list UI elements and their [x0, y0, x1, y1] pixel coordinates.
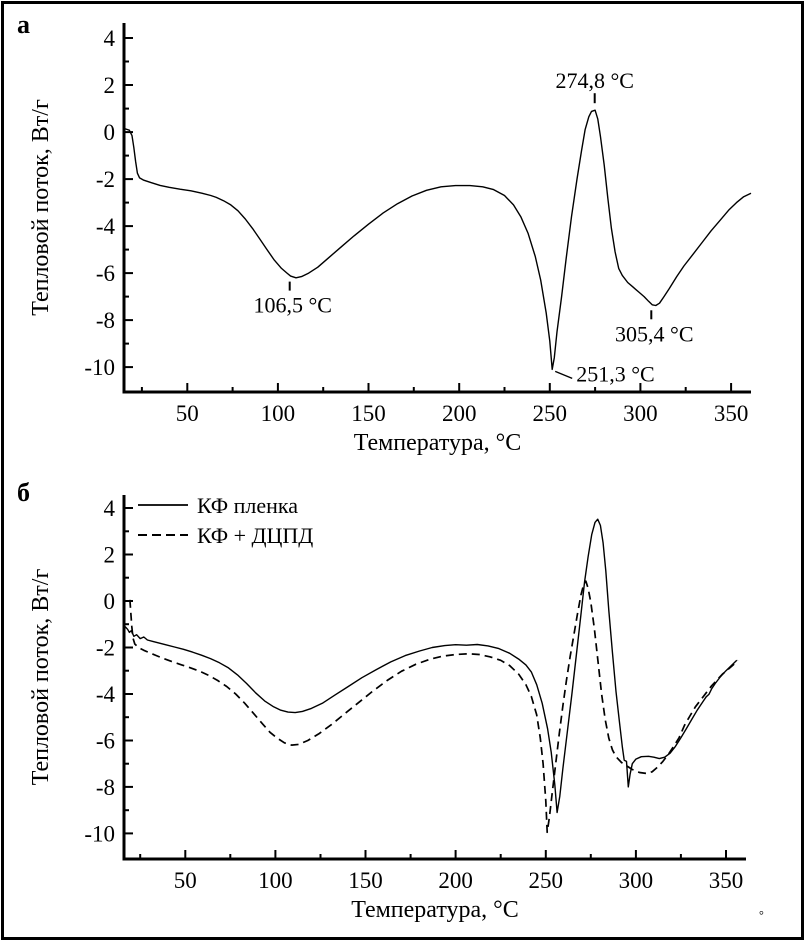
panel-letter: б — [17, 478, 30, 507]
y-tick-label: 2 — [104, 73, 116, 98]
x-tick-label: 150 — [348, 868, 383, 893]
y-tick-label: -6 — [96, 729, 115, 754]
annotation-text: 305,4 °С — [615, 321, 693, 346]
x-tick-label: 200 — [442, 401, 477, 426]
y-tick-label: -2 — [96, 167, 115, 192]
x-tick-label: 150 — [351, 401, 386, 426]
panel-a: а 50 100 150 200 250 300 350 4 2 0 -2 -4 -6 -8 -10 Темпе… — [17, 10, 752, 456]
y-tick-label: 0 — [104, 120, 116, 145]
legend: КФ пленка КФ + ДЦПД — [138, 493, 313, 548]
x-tick-label: 100 — [258, 868, 293, 893]
x-tick-label: 200 — [438, 868, 473, 893]
annotation-connector — [554, 370, 573, 380]
annotation-text: 274,8 °С — [555, 68, 633, 93]
x-axis-label: Температура, °С — [351, 897, 519, 923]
curve-КФ пленка — [124, 518, 738, 814]
annotation-text: 251,3 °С — [576, 361, 654, 386]
y-tick-label: 4 — [104, 26, 116, 51]
x-tick-label: 50 — [176, 401, 199, 426]
annotation-text: 106,5 °С — [253, 293, 331, 318]
y-axis-label: Тепловой поток, Вт/г — [28, 99, 54, 316]
x-tick-label: 350 — [709, 868, 744, 893]
annotation: 251,3 °С — [554, 361, 655, 386]
curve-series-0 — [123, 109, 752, 371]
x-tick-label: 350 — [714, 401, 749, 426]
y-axis-label: Тепловой поток, Вт/г — [28, 569, 54, 786]
x-axis-label: Температура, °С — [354, 430, 522, 456]
y-tick-label: 2 — [104, 543, 116, 568]
x-tick-label: 300 — [619, 868, 654, 893]
legend-label: КФ пленка — [197, 493, 298, 518]
x-tick-label: 50 — [174, 868, 197, 893]
x-tick-label: 250 — [533, 401, 568, 426]
stray-degree-mark: ° — [759, 908, 764, 922]
axes — [122, 495, 746, 861]
y-tick-label: -10 — [84, 355, 115, 380]
y-tick-label: -10 — [84, 821, 115, 846]
y-tick-label: -8 — [96, 308, 115, 333]
legend-label: КФ + ДЦПД — [197, 523, 313, 548]
axes — [122, 23, 751, 394]
y-tick-label: -2 — [96, 636, 115, 661]
y-tick-label: -8 — [96, 775, 115, 800]
x-tick-label: 300 — [623, 401, 658, 426]
y-tick-label: -4 — [96, 682, 116, 707]
y-tick-label: 0 — [104, 589, 116, 614]
annotation: 305,4 °С — [615, 310, 694, 346]
x-tick-label: 100 — [261, 401, 296, 426]
annotation: 274,8 °С — [555, 68, 634, 104]
y-tick-label: 4 — [104, 496, 116, 521]
y-tick-label: -6 — [96, 261, 115, 286]
curve-КФ + ДЦПД — [129, 580, 739, 834]
annotation: 106,5 °С — [253, 281, 332, 318]
panel-letter: а — [17, 10, 30, 39]
x-tick-label: 250 — [529, 868, 564, 893]
panel-b: б 50 100 150 200 250 300 350 4 2 0 -2 -4 -6 -8 -10 Темпе… — [17, 478, 746, 923]
y-tick-label: -4 — [96, 214, 116, 239]
